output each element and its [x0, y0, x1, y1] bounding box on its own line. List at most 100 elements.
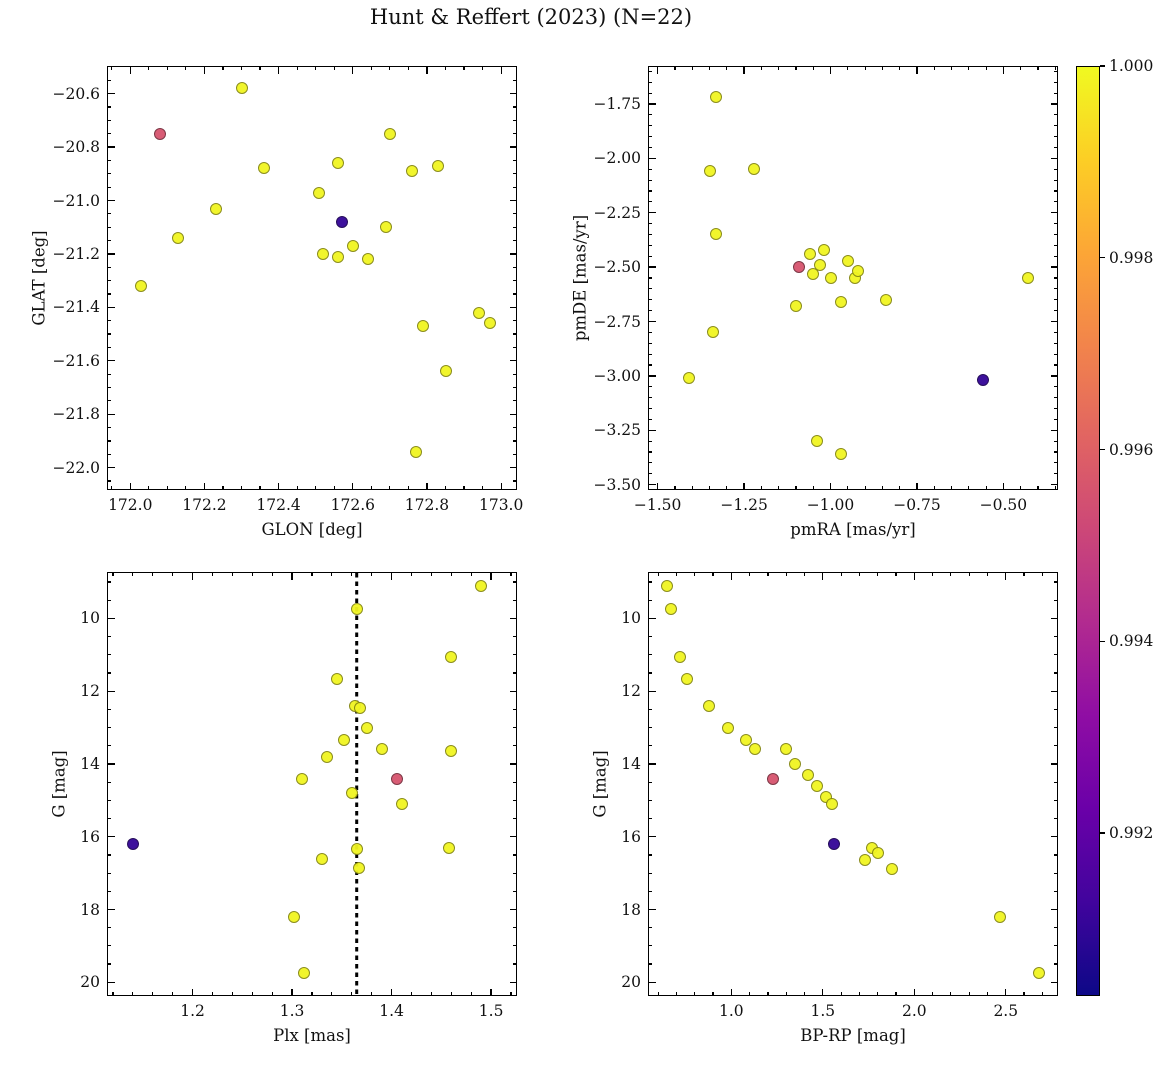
minor-tick: [108, 854, 111, 856]
scatter-point: [235, 82, 248, 95]
minor-tick: [840, 573, 842, 576]
minor-tick: [858, 573, 860, 576]
minor-tick: [1054, 473, 1057, 475]
major-tick: [277, 482, 280, 489]
scatter-point: [330, 672, 343, 685]
major-tick: [649, 212, 656, 214]
minor-tick: [513, 226, 516, 228]
scatter-point: [664, 603, 677, 616]
major-tick: [1050, 266, 1057, 268]
major-tick: [649, 157, 656, 159]
x-axis-label: GLON [deg]: [261, 520, 363, 539]
x-axis-label: Plx [mas]: [273, 1026, 351, 1045]
minor-tick: [333, 486, 335, 489]
x-tick-label: 2.0: [901, 1002, 927, 1020]
minor-tick: [649, 299, 652, 301]
major-tick: [108, 690, 115, 692]
minor-tick: [513, 963, 516, 965]
minor-tick: [1054, 462, 1057, 464]
panel-g-vs-bprp: 1.0 1.5 2.0 2.5 10 12 14 16 18 20 BP-RP [mag] G […: [591, 572, 1058, 1045]
major-tick: [649, 483, 656, 486]
minor-tick: [785, 992, 787, 995]
minor-tick: [1037, 486, 1039, 489]
major-tick: [352, 67, 354, 74]
minor-tick: [331, 573, 333, 576]
minor-tick: [649, 890, 652, 892]
minor-tick: [108, 890, 111, 892]
scatter-point: [390, 772, 403, 785]
scatter-point: [443, 841, 456, 854]
minor-tick: [108, 453, 111, 455]
scatter-point: [1032, 967, 1045, 980]
minor-tick: [1054, 299, 1057, 301]
minor-tick: [108, 727, 111, 729]
minor-tick: [108, 320, 111, 322]
y-axis-label: GLAT [deg]: [29, 230, 49, 326]
minor-tick: [513, 240, 516, 242]
minor-tick: [649, 854, 652, 856]
minor-tick: [1054, 872, 1057, 874]
major-tick: [490, 573, 492, 580]
minor-tick: [108, 373, 111, 375]
major-tick: [822, 573, 824, 580]
scatter-point: [432, 159, 445, 172]
major-tick: [649, 266, 656, 268]
scatter-point: [1021, 272, 1034, 284]
major-tick: [108, 253, 115, 255]
y-tick-label: −21.2: [52, 244, 101, 263]
minor-tick: [108, 799, 111, 801]
y-tick-label: −2.00: [593, 149, 642, 168]
y-tick-label: −3.50: [593, 475, 642, 494]
minor-tick: [271, 992, 273, 995]
minor-tick: [351, 573, 353, 576]
minor-tick: [513, 426, 516, 429]
y-tick-label: 18: [80, 900, 100, 919]
major-tick: [649, 981, 656, 983]
minor-tick: [370, 486, 372, 489]
minor-tick: [1041, 573, 1043, 576]
minor-tick: [877, 992, 879, 995]
minor-tick: [649, 233, 652, 236]
major-tick: [656, 482, 659, 489]
x-tick-label: −1.50: [633, 496, 682, 514]
x-axis-label: BP-RP [mag]: [800, 1026, 906, 1045]
minor-tick: [985, 486, 987, 489]
minor-tick: [510, 992, 512, 995]
minor-tick: [108, 280, 111, 282]
major-tick: [108, 908, 115, 911]
minor-tick: [513, 266, 516, 268]
minor-tick: [513, 636, 516, 638]
minor-tick: [1054, 672, 1057, 674]
x-tick-label: −1.25: [720, 496, 768, 514]
y-tick-label: −21.6: [52, 351, 101, 370]
scatter-point: [710, 91, 723, 104]
minor-tick: [513, 799, 516, 801]
minor-tick: [513, 293, 516, 295]
major-tick: [203, 67, 206, 74]
minor-tick: [108, 945, 111, 947]
minor-tick: [778, 486, 780, 489]
y-tick-label: −2.50: [593, 258, 642, 277]
minor-tick: [513, 133, 516, 135]
scatter-point: [484, 317, 497, 330]
major-tick: [108, 763, 115, 765]
scatter-point: [475, 579, 488, 592]
minor-tick: [931, 992, 934, 995]
minor-tick: [1023, 573, 1025, 576]
minor-tick: [463, 67, 465, 70]
major-tick: [730, 573, 732, 580]
scatter-point: [417, 320, 430, 333]
scatter-point: [350, 603, 363, 616]
y-tick-label: −2.75: [593, 312, 642, 331]
major-tick: [509, 466, 516, 469]
minor-tick: [795, 67, 797, 70]
minor-tick: [108, 781, 111, 783]
y-tick-label: −21.8: [52, 405, 101, 424]
minor-tick: [513, 581, 516, 583]
minor-tick: [166, 67, 168, 70]
plot-area-pmde-vs-pmra: −1.50 −1.25 −1.00 −0.75 −0.50 −1.75 −2.00 −2.25…: [594, 66, 1058, 514]
scatter-point: [674, 650, 687, 663]
minor-tick: [389, 486, 391, 489]
minor-tick: [185, 486, 187, 489]
